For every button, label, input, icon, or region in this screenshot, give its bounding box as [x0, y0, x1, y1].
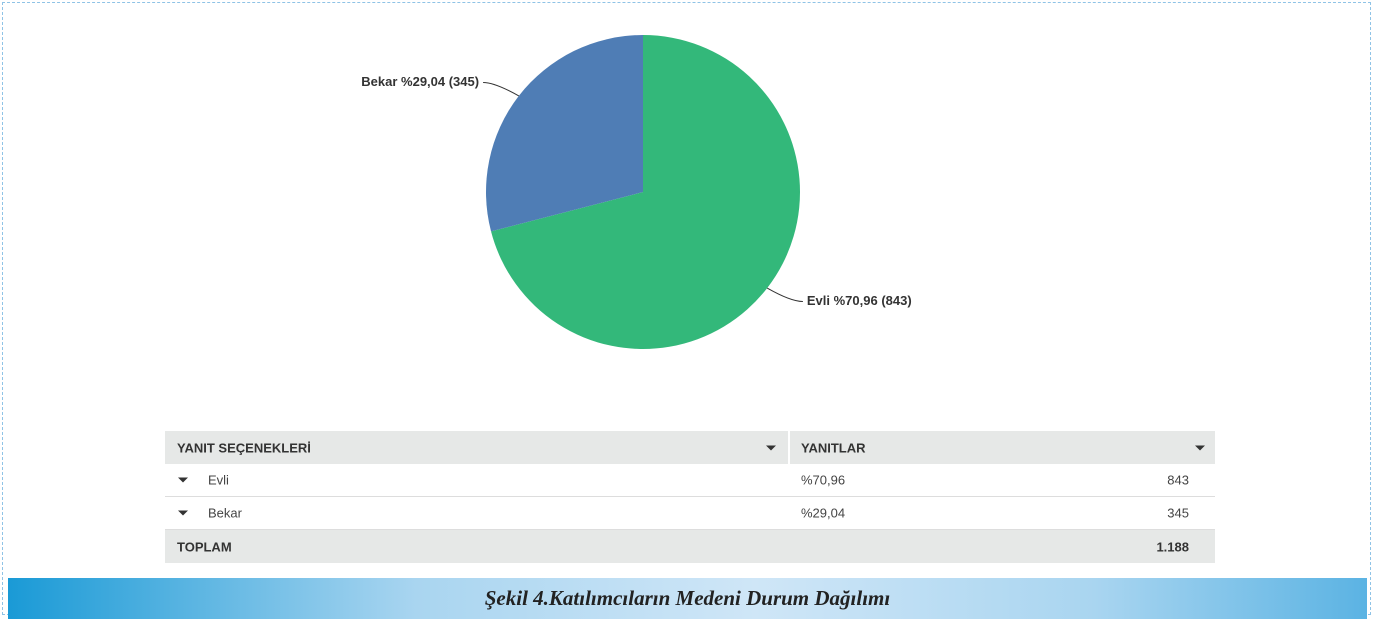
- data-label: Evli %70,96 (843): [807, 293, 912, 308]
- cell: %70,96: [801, 472, 846, 488]
- cell: 345: [1167, 505, 1189, 521]
- sort-icon[interactable]: [766, 445, 776, 450]
- cell: 843: [1167, 472, 1189, 488]
- pie-slice: [491, 35, 800, 349]
- leader-line: [766, 287, 803, 303]
- cell: Bekar: [208, 505, 242, 521]
- cell: TOPLAM: [177, 539, 232, 554]
- cell: 1.188: [1156, 539, 1189, 554]
- cell: Evli: [208, 472, 229, 488]
- header-cell: YANITLAR: [801, 440, 866, 455]
- total-row: TOPLAM 1.188: [165, 530, 1215, 563]
- caption: Şekil 4.Katılımcıların Medeni Durum Dağı…: [8, 578, 1367, 619]
- row: Evli %70,96 843: [165, 464, 1215, 497]
- cell: %29,04: [801, 505, 846, 521]
- divider: [788, 431, 790, 464]
- header-row: YANIT SEÇENEKLERİ YANITLAR: [165, 431, 1215, 464]
- sort-icon[interactable]: [1195, 445, 1205, 450]
- expand-icon[interactable]: [178, 510, 188, 516]
- row: Bekar %29,04 345: [165, 497, 1215, 530]
- table: YANIT SEÇENEKLERİ YANITLAR Evli %70,96 8…: [165, 431, 1215, 563]
- header-cell: YANIT SEÇENEKLERİ: [177, 440, 311, 455]
- data-label: Bekar %29,04 (345): [361, 74, 479, 89]
- pie-slice: [486, 35, 643, 232]
- expand-icon[interactable]: [178, 477, 188, 483]
- leader-line: [483, 81, 520, 97]
- chart: Evli %70,96 (843) Bekar %29,04 (345): [361, 35, 912, 349]
